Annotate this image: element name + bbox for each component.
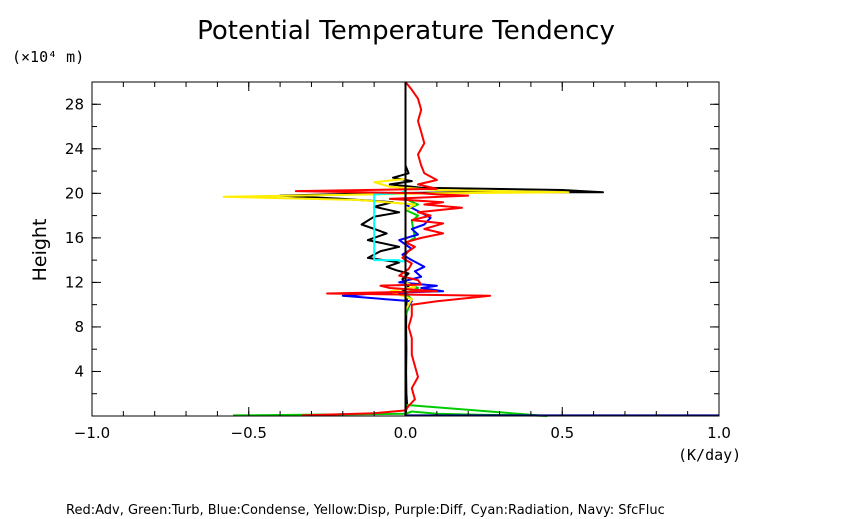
y-unit-label: (×10⁴ m): [12, 48, 84, 66]
chart-title: Potential Temperature Tendency: [197, 16, 615, 46]
x-unit-label: (K/day): [678, 446, 741, 464]
x-tick-label: −0.5: [231, 424, 267, 442]
tick-layer: −1.0 −0.5 0.0 0.5 1.0 4 8 12 16 20 24 28: [65, 81, 731, 442]
y-tick-label: 12: [65, 273, 84, 291]
series-line-red: [294, 81, 492, 417]
y-tick-label: 16: [65, 229, 84, 247]
y-tick-label: 4: [74, 362, 84, 380]
legend-text: Red:Adv, Green:Turb, Blue:Condense, Yell…: [66, 503, 665, 518]
y-tick-label: 24: [65, 140, 84, 158]
series-line-blue: [341, 82, 445, 412]
y-tick-label: 20: [65, 184, 84, 202]
x-tick-label: 0.0: [394, 424, 418, 442]
y-axis-label: Height: [29, 219, 51, 282]
series-line-yellow: [222, 82, 570, 416]
x-tick-label: 0.5: [550, 424, 574, 442]
x-tick-label: 1.0: [707, 424, 731, 442]
x-tick-label: −1.0: [74, 424, 110, 442]
series-line-green: [233, 82, 548, 417]
series-line-cyan: [373, 82, 407, 416]
y-tick-label: 8: [74, 318, 84, 336]
y-tick-label: 28: [65, 95, 84, 113]
series-layer: [222, 81, 719, 417]
series-line-black: [279, 82, 604, 417]
